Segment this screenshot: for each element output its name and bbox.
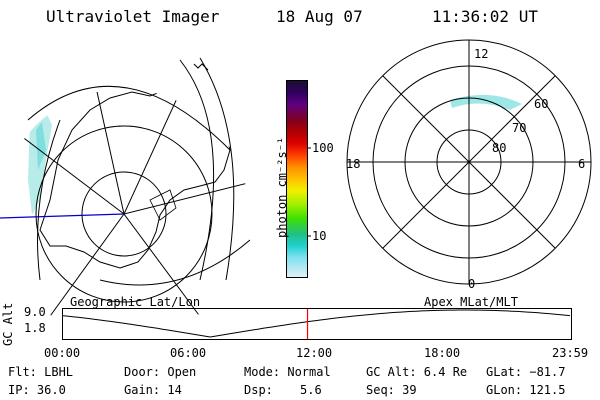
fov-arc [99, 239, 251, 286]
coastline [39, 89, 231, 269]
colorbar [286, 80, 308, 278]
aurora-oval [450, 94, 522, 110]
geographic-panel-label: Geographic Lat/Lon [70, 295, 201, 309]
instrument-title: Ultraviolet Imager [46, 7, 220, 26]
altitude-xtick: 12:00 [296, 346, 333, 360]
dsp-label: Dsp: [244, 383, 273, 397]
mlat-label-60: 60 [534, 97, 549, 111]
geographic-map-content [0, 89, 249, 331]
altitude-xtick: 18:00 [424, 346, 461, 360]
colorbar-tick-100: 100 [312, 141, 334, 155]
altitude-curve [61, 309, 571, 338]
altitude-xtick: 06:00 [170, 346, 207, 360]
coastline-fragment [193, 63, 209, 71]
fov-arc [179, 59, 215, 281]
meridian [39, 213, 125, 331]
altitude-plot [62, 308, 572, 340]
altitude-ylabel: GC Alt [1, 302, 15, 346]
mode-info: Mode: Normal [244, 365, 331, 379]
ip-info: IP: 36.0 [8, 383, 66, 397]
meridian [89, 89, 125, 215]
altitude-xtick: 23:59 [552, 346, 589, 360]
mlt-label-0: 0 [468, 277, 476, 291]
mlat-label-80: 80 [492, 141, 507, 155]
altitude-ytick-high: 9.0 [24, 305, 46, 319]
fov-arc [37, 119, 61, 281]
lat-circle-middle [35, 125, 213, 303]
altitude-xtick: 00:00 [44, 346, 81, 360]
seq-info: Seq: 39 [366, 383, 417, 397]
altitude-ytick-low: 1.8 [24, 321, 46, 335]
colorbar-tick-10: 10 [312, 229, 327, 243]
apex-panel-label: Apex MLat/MLT [424, 295, 518, 309]
date-label: 18 Aug 07 [276, 7, 363, 26]
aurora-emission-core [36, 122, 46, 170]
time-label: 11:36:02 UT [432, 7, 538, 26]
coastline-island [149, 189, 177, 221]
lat-circle-inner [81, 171, 167, 257]
gc-alt-info: GC Alt: 6.4 Re [366, 365, 468, 379]
mlt-label-6: 6 [578, 157, 586, 171]
mlt-label-12: 12 [474, 47, 489, 61]
mlt-label-18: 18 [346, 157, 361, 171]
mlat-label-70: 70 [512, 121, 527, 135]
mlt-diagonal [382, 75, 556, 249]
gain-info: Gain: 14 [124, 383, 182, 397]
glon-info: GLon: 121.5 [486, 383, 566, 397]
fov-arc [199, 57, 235, 281]
door-info: Door: Open [124, 365, 197, 379]
dsp-value: 5.6 [300, 383, 322, 397]
reference-line [0, 213, 125, 219]
fov-arc [27, 85, 231, 151]
glat-info: GLat: −81.7 [486, 365, 566, 379]
meridian [123, 179, 249, 215]
meridian [123, 213, 211, 331]
filter-info: Flt: LBHL [8, 365, 74, 379]
